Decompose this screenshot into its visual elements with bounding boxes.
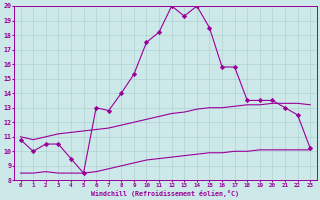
X-axis label: Windchill (Refroidissement éolien,°C): Windchill (Refroidissement éolien,°C) [92, 190, 239, 197]
